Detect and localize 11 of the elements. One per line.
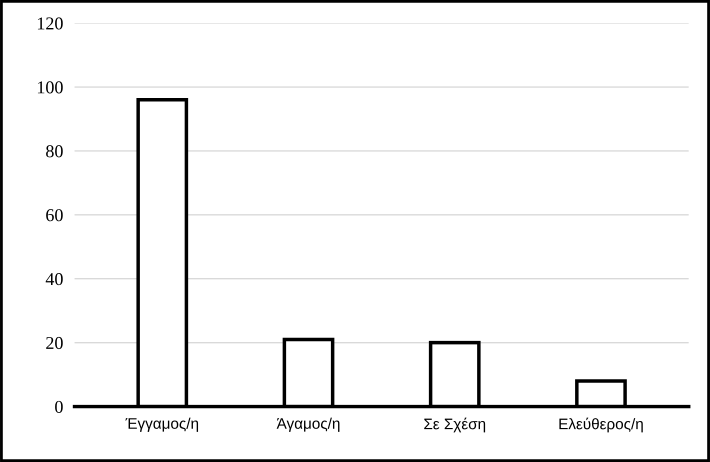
y-tick-label: 40	[46, 272, 63, 286]
y-tick-label: 80	[46, 145, 63, 158]
x-tick-label: Ελεύθερος/η	[559, 418, 643, 432]
x-tick-label: Άγαμος/η	[276, 418, 340, 432]
y-tick-label: 20	[46, 336, 63, 350]
x-tick-label: Σε Σχέση	[424, 418, 486, 432]
y-tick-label: 100	[38, 81, 63, 94]
x-tick-label: Έγγαμος/η	[125, 418, 198, 432]
y-tick-label: 120	[38, 17, 63, 30]
y-tick-label: 60	[46, 209, 63, 222]
y-tick-label: 0	[55, 400, 63, 413]
